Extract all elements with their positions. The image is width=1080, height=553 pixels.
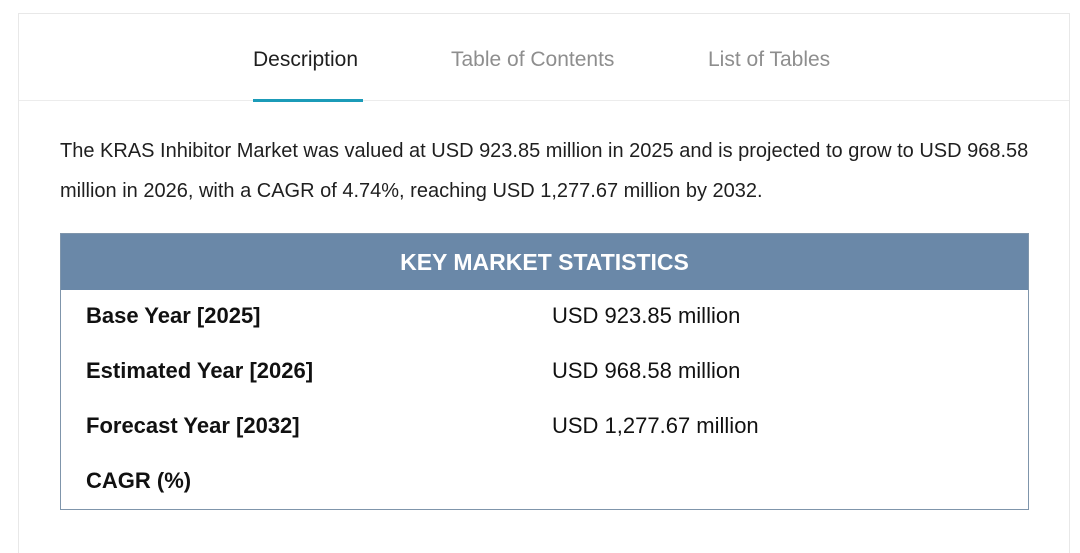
tab-table-of-contents-label: Table of Contents	[451, 48, 615, 71]
tab-list-of-tables-label: List of Tables	[708, 48, 831, 71]
key-market-statistics-table: KEY MARKET STATISTICS Base Year [2025] U…	[60, 233, 1029, 510]
market-description: The KRAS Inhibitor Market was valued at …	[60, 140, 1029, 202]
stats-row-label: Forecast Year [2032]	[86, 413, 300, 438]
stats-row-label: Estimated Year [2026]	[86, 358, 314, 383]
stats-row-forecast-year: Forecast Year [2032] USD 1,277.67 millio…	[61, 400, 1028, 455]
stats-row-label: CAGR (%)	[86, 468, 192, 493]
tab-description[interactable]: Description	[253, 14, 363, 102]
content-card: Description Table of Contents List of Ta…	[18, 13, 1070, 553]
tab-table-of-contents[interactable]: Table of Contents	[451, 14, 614, 101]
tab-description-label: Description	[253, 48, 359, 71]
active-tab-indicator	[253, 99, 363, 102]
stats-table-title: KEY MARKET STATISTICS	[61, 234, 1028, 290]
stats-row-cagr: CAGR (%)	[61, 455, 1028, 510]
stats-row-value: USD 923.85 million	[552, 303, 741, 328]
stats-row-base-year: Base Year [2025] USD 923.85 million	[61, 290, 1028, 345]
stats-row-estimated-year: Estimated Year [2026] USD 968.58 million	[61, 345, 1028, 400]
stats-row-value: USD 968.58 million	[552, 358, 741, 383]
stats-row-value: USD 1,277.67 million	[552, 413, 759, 438]
stats-row-label: Base Year [2025]	[86, 303, 261, 328]
tab-list-of-tables[interactable]: List of Tables	[708, 14, 830, 101]
tab-bar: Description Table of Contents List of Ta…	[19, 14, 1069, 102]
